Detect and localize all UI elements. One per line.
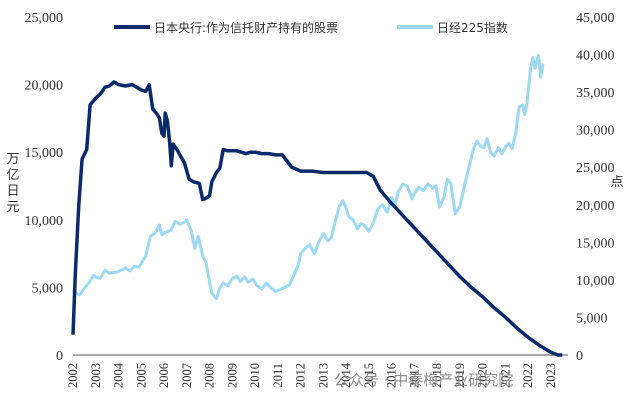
x-tick-label: 2006 bbox=[157, 363, 171, 388]
left-tick-label: 15,000 bbox=[25, 146, 64, 161]
x-tick-label: 2014 bbox=[339, 362, 353, 388]
x-tick-label: 2003 bbox=[89, 363, 103, 388]
x-tick-label: 2011 bbox=[271, 363, 285, 388]
left-axis-title-char: 万 bbox=[6, 152, 19, 167]
left-tick-label: 5,000 bbox=[32, 281, 64, 296]
x-tick-label: 2012 bbox=[294, 363, 308, 388]
x-tick-label: 2007 bbox=[180, 363, 194, 388]
right-tick-label: 20,000 bbox=[576, 199, 615, 214]
x-tick-label: 2009 bbox=[225, 363, 239, 388]
right-axis-ticks: 0 5,000 10,000 15,000 20,000 25,000 30,000 35,0… bbox=[576, 11, 615, 364]
left-axis-title-char: 元 bbox=[6, 200, 19, 215]
x-tick-label: 2018 bbox=[430, 363, 444, 388]
left-axis-title-char: 亿 bbox=[6, 168, 19, 183]
x-tick-label: 2022 bbox=[521, 363, 535, 388]
x-tick-label: 2004 bbox=[112, 362, 126, 388]
x-tick-label: 2015 bbox=[362, 363, 376, 388]
left-tick-label: 20,000 bbox=[25, 79, 64, 94]
x-tick-label: 2016 bbox=[385, 363, 399, 388]
x-tick-label: 2019 bbox=[453, 363, 467, 388]
right-tick-label: 35,000 bbox=[576, 86, 615, 101]
legend-label-nikkei: 日经225指数 bbox=[437, 20, 508, 35]
legend-label-boj: 日本央行:作为信托财产持有的股票 bbox=[154, 20, 338, 35]
x-tick-label: 2010 bbox=[248, 363, 262, 388]
right-tick-label: 0 bbox=[576, 349, 583, 364]
x-tick-label: 2023 bbox=[544, 363, 558, 388]
right-tick-label: 15,000 bbox=[576, 236, 615, 251]
x-tick-label: 2017 bbox=[407, 363, 421, 388]
left-tick-label: 25,000 bbox=[25, 11, 64, 26]
left-tick-label: 10,000 bbox=[25, 214, 64, 229]
right-tick-label: 30,000 bbox=[576, 124, 615, 139]
x-tick-label: 2008 bbox=[203, 363, 217, 388]
x-tick-label: 2020 bbox=[476, 363, 490, 388]
x-tick-label: 2002 bbox=[66, 363, 80, 388]
right-tick-label: 45,000 bbox=[576, 11, 615, 26]
left-tick-label: 0 bbox=[56, 349, 63, 364]
series-line-nikkei225 bbox=[71, 53, 545, 301]
right-tick-label: 5,000 bbox=[576, 311, 608, 326]
legend: 日本央行:作为信托财产持有的股票 日经225指数 bbox=[114, 20, 508, 35]
right-tick-label: 40,000 bbox=[576, 49, 615, 64]
series-line-boj-trust-stocks bbox=[71, 80, 563, 357]
x-tick-label: 2021 bbox=[498, 363, 512, 388]
x-axis-ticks: 2002 2003 2004 2005 2006 2007 2008 2009 2010 2011… bbox=[66, 362, 558, 388]
right-axis-title: 点 bbox=[610, 175, 623, 190]
watermark-text: 公众号 · 中泰梅产业研究院 bbox=[334, 371, 513, 389]
right-tick-label: 25,000 bbox=[576, 161, 615, 176]
right-tick-label: 10,000 bbox=[576, 274, 615, 289]
left-axis-ticks: 0 5,000 10,000 15,000 20,000 25,000 bbox=[25, 11, 64, 364]
x-tick-label: 2013 bbox=[316, 363, 330, 388]
left-axis-title-char: 日 bbox=[6, 184, 19, 199]
x-tick-label: 2005 bbox=[134, 363, 148, 388]
